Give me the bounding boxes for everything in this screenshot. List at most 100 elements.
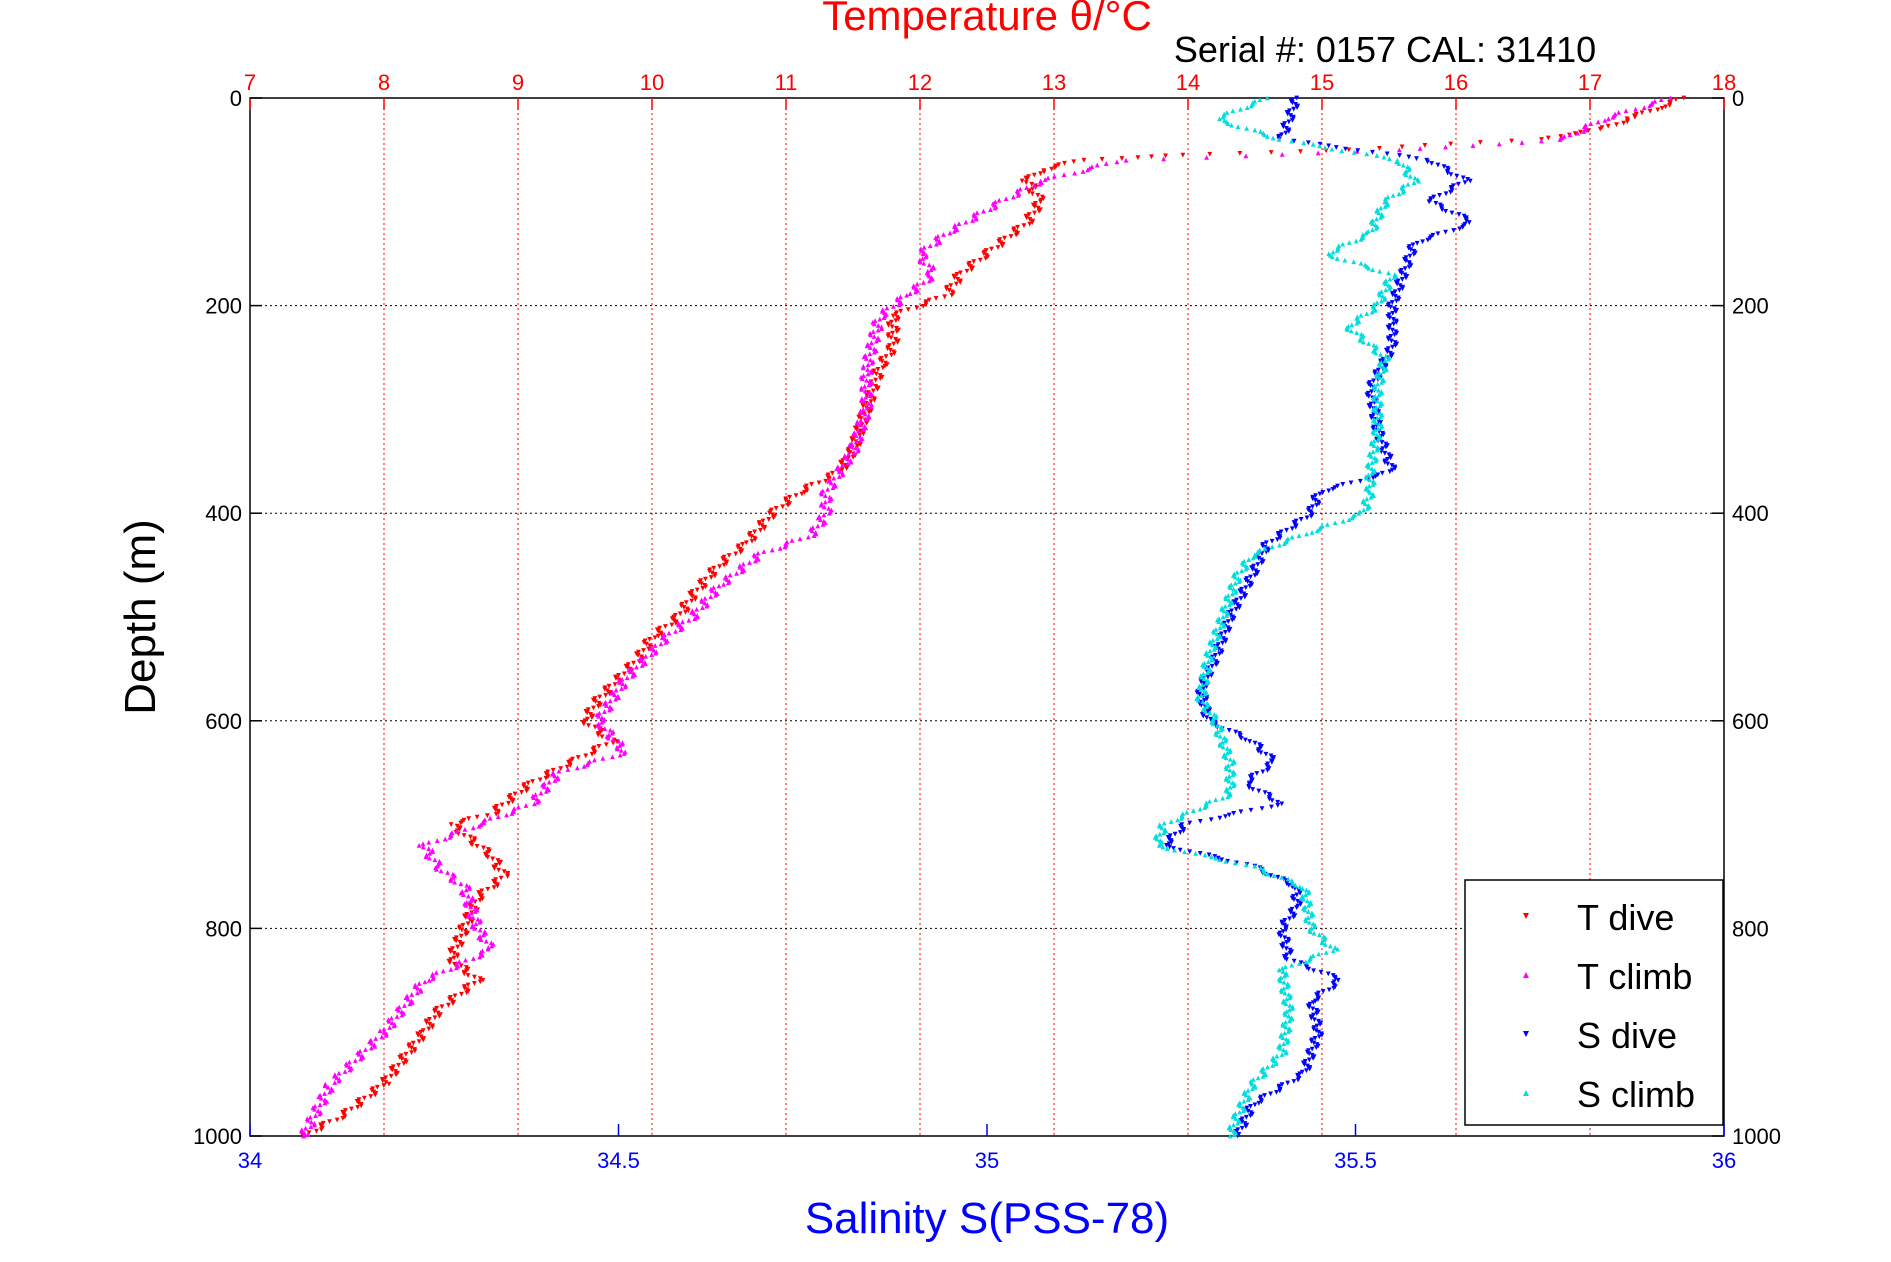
data-point xyxy=(884,362,890,368)
data-point xyxy=(468,910,474,916)
data-point xyxy=(588,712,594,717)
data-point xyxy=(1041,169,1047,175)
data-point xyxy=(1255,748,1261,754)
data-point xyxy=(1390,292,1396,298)
data-point xyxy=(447,996,452,1002)
data-point xyxy=(1370,267,1376,273)
data-point xyxy=(616,738,622,744)
data-point xyxy=(477,979,483,985)
data-point xyxy=(1238,809,1244,815)
data-point xyxy=(396,1062,401,1068)
series-s-dive xyxy=(1164,95,1473,1139)
data-point xyxy=(1291,106,1297,112)
data-point xyxy=(493,862,499,868)
data-point xyxy=(866,414,872,420)
data-point xyxy=(1026,212,1032,217)
data-point xyxy=(1220,636,1226,641)
data-point xyxy=(1372,307,1378,313)
data-point xyxy=(1002,235,1007,241)
data-point xyxy=(762,526,767,532)
data-point xyxy=(493,807,498,812)
data-point xyxy=(1318,969,1324,975)
data-point xyxy=(454,828,460,834)
data-point xyxy=(1319,940,1325,946)
data-point xyxy=(862,411,868,417)
data-point xyxy=(1175,817,1180,823)
data-point xyxy=(301,1133,306,1139)
data-point xyxy=(868,332,874,338)
data-point xyxy=(1378,351,1384,357)
data-point xyxy=(1256,1100,1262,1106)
data-point xyxy=(893,318,899,324)
data-point xyxy=(1364,496,1370,502)
data-point xyxy=(1450,183,1456,189)
data-point xyxy=(374,1084,380,1090)
data-point xyxy=(594,723,600,728)
data-point xyxy=(470,915,476,921)
data-point xyxy=(862,383,868,389)
data-point xyxy=(1265,871,1271,877)
data-point xyxy=(1384,151,1390,157)
data-point xyxy=(1411,180,1417,186)
data-point xyxy=(1425,159,1431,165)
data-point xyxy=(1306,890,1312,896)
data-point xyxy=(1263,540,1269,546)
data-point xyxy=(941,232,946,237)
data-point xyxy=(1207,648,1213,654)
data-point xyxy=(315,1108,321,1114)
data-point xyxy=(643,661,648,667)
data-point xyxy=(1242,594,1248,600)
data-point xyxy=(1394,159,1399,165)
data-point xyxy=(1231,783,1236,789)
data-point xyxy=(771,515,776,521)
data-point xyxy=(885,346,891,352)
data-point xyxy=(305,1132,311,1137)
data-point xyxy=(769,547,775,553)
data-point xyxy=(448,878,454,883)
data-point xyxy=(1215,855,1221,861)
data-point xyxy=(649,652,655,658)
data-point xyxy=(448,967,454,972)
data-point xyxy=(322,1100,328,1106)
data-point xyxy=(1041,196,1046,202)
data-point xyxy=(875,323,881,328)
data-point xyxy=(1205,653,1211,658)
data-point xyxy=(1380,432,1386,438)
data-point xyxy=(1287,950,1293,956)
data-point xyxy=(1207,640,1213,646)
data-point xyxy=(342,1069,348,1074)
data-point xyxy=(410,1040,416,1046)
data-point xyxy=(1374,153,1380,158)
salinity-tick-label: 34.5 xyxy=(597,1148,640,1173)
data-point xyxy=(1282,935,1288,941)
data-point xyxy=(610,754,615,760)
data-point xyxy=(1375,436,1381,442)
data-point xyxy=(643,653,649,659)
data-point xyxy=(472,981,477,986)
data-point xyxy=(683,609,688,615)
x-axis-label: Salinity S(PSS-78) xyxy=(805,1194,1169,1243)
data-point xyxy=(760,518,766,524)
data-point xyxy=(1245,1108,1251,1114)
data-point xyxy=(1376,387,1381,393)
data-point xyxy=(434,838,440,843)
data-point xyxy=(921,280,926,285)
data-point xyxy=(692,616,698,621)
data-point xyxy=(1220,640,1225,646)
data-point xyxy=(842,462,848,468)
data-point xyxy=(856,414,862,420)
data-point xyxy=(1203,680,1209,686)
data-point xyxy=(1320,989,1326,994)
data-point xyxy=(381,1083,387,1089)
data-point xyxy=(492,880,498,886)
data-point xyxy=(1268,873,1274,879)
data-point xyxy=(552,778,558,783)
data-point xyxy=(877,316,883,322)
data-point xyxy=(663,639,669,645)
data-point xyxy=(1287,108,1292,114)
data-point xyxy=(969,267,975,273)
data-point xyxy=(432,1009,438,1014)
data-point xyxy=(1308,901,1314,907)
data-point xyxy=(473,921,479,927)
data-point xyxy=(1308,1015,1314,1021)
